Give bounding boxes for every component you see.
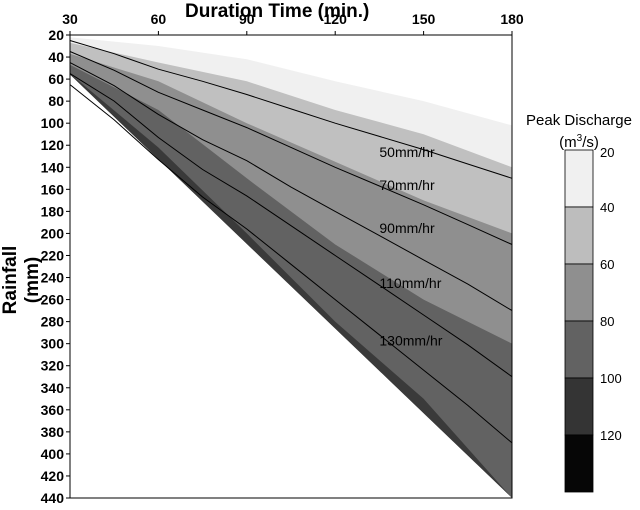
intensity-label-1: 50mm/hr <box>379 144 435 160</box>
legend-swatch-3 <box>564 263 594 322</box>
y-tick-label: 200 <box>41 225 65 241</box>
y-tick-label: 160 <box>41 181 65 197</box>
y-tick-label: 280 <box>41 314 65 330</box>
y-tick-label: 100 <box>41 115 65 131</box>
legend-level-label: 120 <box>600 428 622 443</box>
y-tick-label: 80 <box>48 93 64 109</box>
y-tick-label: 20 <box>48 27 64 43</box>
y-tick-label: 40 <box>48 49 64 65</box>
legend-swatch-1 <box>564 149 594 208</box>
intensity-label-2: 70mm/hr <box>379 177 435 193</box>
legend-title-text: Peak Discharge <box>526 112 632 129</box>
legend-level-label: 60 <box>600 257 614 272</box>
y-tick-label: 440 <box>41 490 65 506</box>
y-tick-label: 340 <box>41 380 65 396</box>
y-tick-label: 120 <box>41 137 65 153</box>
intensity-label-5: 130mm/hr <box>379 332 442 348</box>
intensity-line-3 <box>69 62 513 312</box>
x-tick-label: 180 <box>500 11 524 27</box>
x-axis-title: Duration Time (min.) <box>185 1 370 22</box>
legend-unit: (m3/s) <box>559 133 599 151</box>
intensity-line-2 <box>69 51 513 245</box>
legend-swatch-4 <box>564 320 594 379</box>
y-tick-label: 380 <box>41 424 65 440</box>
y-tick-label: 400 <box>41 446 65 462</box>
y-tick-label: 360 <box>41 402 65 418</box>
y-axis-title: Rainfall (mm) <box>0 245 43 315</box>
y-tick-label: 140 <box>41 159 65 175</box>
legend-level-label: 40 <box>600 200 614 215</box>
legend-title: Peak Discharge (m3/s) <box>520 112 638 152</box>
y-tick-label: 60 <box>48 71 64 87</box>
intensity-line-4 <box>69 73 513 378</box>
y-tick-label: 240 <box>41 270 65 286</box>
y-tick-label: 180 <box>41 203 65 219</box>
y-tick-label: 300 <box>41 336 65 352</box>
plot-border <box>69 34 513 499</box>
y-tick-label: 260 <box>41 292 65 308</box>
intensity-line-1 <box>69 40 513 179</box>
intensity-lines <box>69 40 513 444</box>
legend-level-label: 20 <box>600 145 614 160</box>
x-axis-ticks: 30 60 90 120 150 180 <box>62 11 524 35</box>
y-axis-ticks: 20 40 60 80 100 120 140 160 180 200 220 240 260 280 30… <box>41 27 70 506</box>
x-tick-label: 90 <box>239 11 255 27</box>
legend-level-label: 100 <box>600 371 622 386</box>
y-tick-label: 420 <box>41 468 65 484</box>
intensity-labels: 50mm/hr 70mm/hr 90mm/hr 110mm/hr 130mm/hr <box>379 144 442 349</box>
legend-swatch-2 <box>564 206 594 265</box>
domain-mask <box>70 74 512 498</box>
filled-regions <box>70 37 512 498</box>
y-tick-label: 320 <box>41 358 65 374</box>
legend-swatch-5 <box>564 377 594 436</box>
x-tick-label: 30 <box>62 11 78 27</box>
intensity-label-3: 90mm/hr <box>379 220 435 236</box>
x-tick-label: 150 <box>412 11 436 27</box>
y-tick-label: 220 <box>41 247 65 263</box>
region-100-120 <box>70 73 512 498</box>
legend-swatch-6 <box>564 434 594 493</box>
plot-frame <box>69 34 513 499</box>
legend-level-label: 80 <box>600 314 614 329</box>
x-tick-label: 120 <box>324 11 348 27</box>
intensity-line-5 <box>69 84 513 444</box>
x-tick-label: 60 <box>151 11 167 27</box>
legend: 20 40 60 80 100 120 <box>564 145 622 493</box>
intensity-label-4: 110mm/hr <box>379 275 441 291</box>
